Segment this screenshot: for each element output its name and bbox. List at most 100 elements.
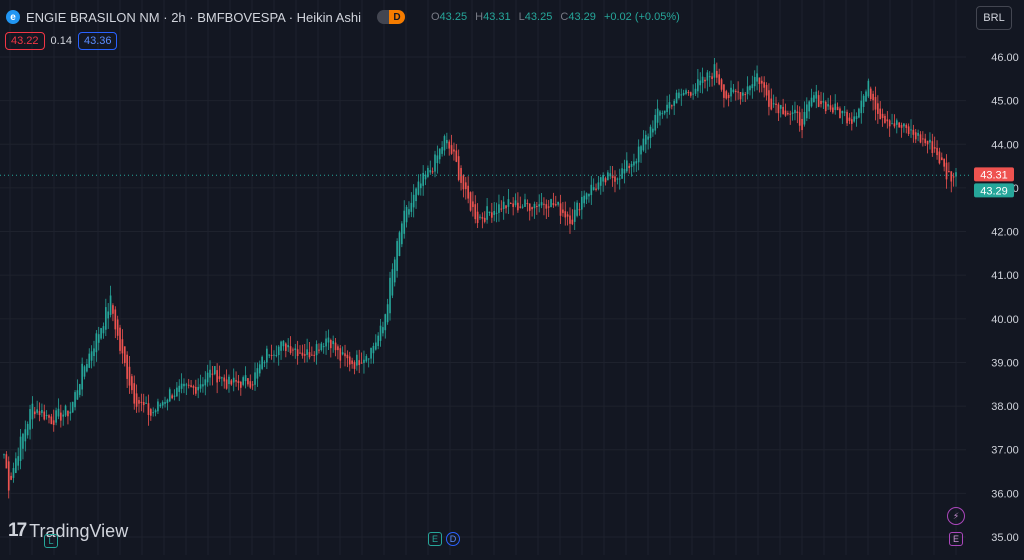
ask-badge[interactable]: 43.36	[77, 32, 118, 50]
candle-body	[396, 241, 398, 271]
candle-body	[199, 384, 202, 389]
earnings-upcoming-icon[interactable]: E	[949, 532, 963, 546]
candle-body	[135, 393, 138, 407]
candle-body	[727, 94, 730, 98]
bid-badge[interactable]: 43.22	[5, 32, 45, 50]
candle-body	[149, 409, 152, 416]
event-l-icon[interactable]: L	[44, 534, 58, 548]
candle-body	[744, 94, 747, 96]
symbol-title[interactable]: ENGIE BRASILON NM · 2h · BMFBOVESPA · He…	[26, 9, 361, 25]
candle-body	[531, 207, 533, 210]
candle-body	[176, 387, 178, 397]
candle-body	[320, 343, 323, 350]
candle-body	[581, 196, 583, 210]
high-value: 43.31	[483, 11, 511, 23]
candle-body	[450, 145, 453, 154]
candle-body	[438, 148, 441, 160]
candle-body	[950, 171, 953, 182]
candle-body	[159, 404, 162, 407]
candle-body	[753, 77, 756, 87]
candle-body	[152, 412, 155, 414]
candle-body	[318, 349, 320, 351]
tradingview-logo[interactable]: 17 TradingView	[8, 520, 128, 542]
candle-body	[526, 203, 529, 205]
candle-body	[616, 178, 619, 180]
candle-body	[164, 402, 166, 404]
candle-body	[562, 209, 564, 213]
candle-body	[29, 409, 31, 430]
candle-body	[60, 412, 62, 421]
candle-body	[356, 354, 358, 366]
candle-body	[10, 475, 12, 480]
candle-body	[332, 341, 335, 345]
candle-body	[329, 340, 332, 349]
candle-body	[133, 383, 136, 404]
candle-body	[209, 369, 211, 378]
candle-body	[327, 337, 330, 343]
candle-body	[938, 151, 941, 164]
candle-body	[853, 116, 855, 122]
earnings-event-icon[interactable]: E	[428, 532, 442, 546]
candle-body	[689, 92, 692, 96]
change-value: +0.02 (+0.05%)	[603, 11, 680, 23]
candle-body	[282, 340, 285, 347]
candle-body	[791, 112, 794, 114]
candle-body	[517, 202, 519, 211]
toggle-off-icon[interactable]	[376, 10, 389, 24]
candle-body	[618, 178, 621, 180]
candle-body	[640, 146, 642, 155]
candle-body	[919, 134, 922, 143]
candle-body	[441, 147, 443, 154]
candle-body	[178, 385, 181, 392]
candle-body	[280, 341, 282, 351]
candle-body	[173, 395, 176, 397]
candle-body	[505, 205, 507, 209]
lightning-event-icon[interactable]: ⚡	[947, 507, 965, 525]
candle-body	[483, 217, 486, 222]
candle-body	[431, 171, 434, 173]
candle-body	[637, 146, 640, 163]
candle-body	[202, 384, 204, 387]
candle-body	[524, 199, 526, 207]
candle-body	[353, 362, 356, 369]
toggle-d-button[interactable]: D	[388, 10, 405, 24]
candle-body	[848, 117, 851, 121]
low-label: L	[518, 11, 525, 23]
y-axis-tick-label: 40.00	[991, 314, 1019, 326]
candle-body	[820, 100, 822, 105]
candle-body	[348, 356, 351, 365]
candle-body	[391, 269, 394, 296]
candle-body	[509, 202, 512, 204]
candle-body	[289, 346, 292, 353]
candle-body	[22, 433, 24, 449]
candle-body	[784, 110, 787, 116]
candle-body	[360, 362, 363, 364]
dividend-event-icon[interactable]: D	[446, 532, 460, 546]
candle-body	[502, 201, 505, 210]
candle-body	[372, 345, 375, 354]
candle-body	[446, 139, 448, 144]
last-price-label: 43.29	[980, 185, 1008, 197]
candle-body	[486, 206, 488, 220]
candle-body	[379, 325, 382, 341]
candle-body	[313, 354, 316, 356]
candle-body	[109, 295, 112, 315]
symbol-logo-icon[interactable]: e	[6, 10, 20, 24]
candle-body	[112, 305, 114, 314]
candle-body	[377, 335, 379, 347]
y-axis-tick-label: 45.00	[991, 96, 1019, 108]
candle-body	[872, 93, 874, 101]
candle-body	[26, 423, 29, 436]
candle-body	[827, 104, 829, 107]
candle-body	[476, 211, 479, 224]
candle-body	[365, 356, 368, 362]
currency-button[interactable]: BRL	[976, 6, 1012, 30]
session-toggle[interactable]: D	[376, 10, 405, 24]
candle-body	[893, 123, 896, 127]
candle-body	[119, 327, 121, 351]
candle-body	[945, 162, 948, 180]
candle-body	[670, 105, 673, 107]
candle-body	[798, 112, 801, 126]
